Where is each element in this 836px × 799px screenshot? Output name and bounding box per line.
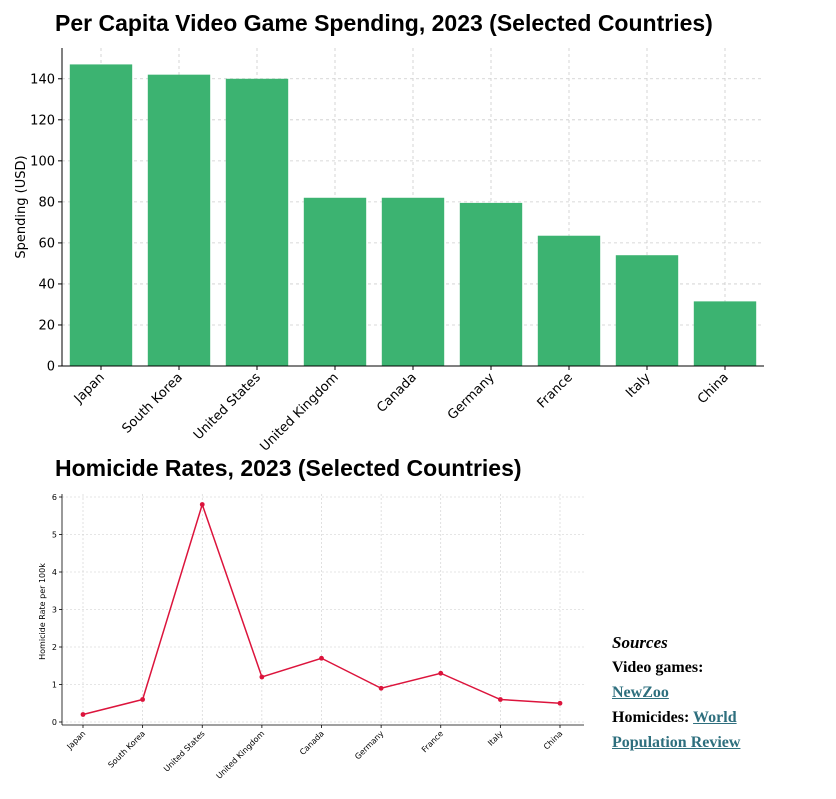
x-tick-label: Germany	[445, 370, 498, 423]
x-tick-label: France	[420, 729, 445, 754]
y-tick-label: 140	[30, 72, 55, 87]
y-tick-label: 4	[52, 568, 57, 577]
y-axis-label: Spending (USD)	[14, 155, 29, 258]
video-source-label: Video games:	[612, 659, 704, 676]
y-tick-label: 0	[47, 360, 55, 375]
homicide-rate-line	[82, 502, 561, 716]
point-japan	[80, 712, 86, 717]
y-tick-label: 40	[38, 277, 55, 292]
y-tick-label: 1	[52, 681, 57, 690]
point-canada	[319, 655, 324, 661]
sources-panel: Sources Video games: NewZoo Homicides: W…	[612, 630, 752, 755]
bar-japan	[69, 64, 133, 366]
point-china	[557, 700, 563, 706]
y-tick-label: 100	[30, 154, 55, 169]
x-tick-label: France	[535, 370, 576, 411]
y-tick-label: 20	[38, 318, 55, 333]
bar-chart-title: Per Capita Video Game Spending, 2023 (Se…	[55, 10, 713, 36]
y-tick-label: 80	[38, 195, 55, 210]
x-tick-label: United States	[162, 729, 207, 774]
point-germany	[378, 685, 384, 691]
line-chart-title: Homicide Rates, 2023 (Selected Countries…	[55, 455, 522, 481]
x-tick-label: United States	[191, 370, 264, 443]
y-tick-label: 60	[38, 236, 55, 251]
bar-italy	[615, 255, 679, 366]
video-source-row: Video games: NewZoo	[612, 655, 752, 705]
x-tick-label: China	[542, 729, 565, 752]
bar-canada	[381, 197, 445, 366]
y-axis-label: Homicide Rate per 100k	[38, 563, 47, 660]
x-tick-label: United Kingdom	[215, 729, 267, 781]
y-tick-label: 5	[52, 531, 57, 540]
x-tick-label: South Korea	[106, 729, 147, 770]
bar-china	[693, 301, 757, 366]
y-tick-label: 3	[52, 606, 57, 615]
bar-united-states	[225, 78, 289, 366]
point-united-states	[199, 502, 205, 507]
x-tick-label: Germany	[353, 729, 386, 762]
point-united-kingdom	[259, 674, 265, 680]
x-tick-label: China	[695, 370, 732, 407]
x-tick-label: Japan	[71, 370, 108, 407]
x-tick-label: South Korea	[120, 370, 186, 436]
x-tick-label: United Kingdom	[257, 370, 341, 450]
x-tick-label: Canada	[374, 370, 420, 416]
bar-france	[537, 235, 601, 366]
y-tick-label: 2	[52, 643, 57, 652]
x-tick-label: Japan	[65, 729, 88, 752]
bar-germany	[459, 202, 523, 366]
bar-south-korea	[147, 74, 211, 367]
y-tick-label: 120	[30, 113, 55, 128]
x-tick-label: Canada	[298, 729, 326, 757]
bar-united-kingdom	[303, 197, 367, 366]
x-tick-label: Italy	[623, 370, 654, 401]
y-tick-label: 0	[52, 718, 57, 727]
homicide-source-label: Homicides:	[612, 709, 690, 726]
point-italy	[497, 697, 503, 702]
x-tick-label: Italy	[486, 729, 505, 748]
newzoo-link[interactable]: NewZoo	[612, 684, 669, 701]
point-south-korea	[140, 697, 146, 702]
sources-heading: Sources	[612, 633, 668, 652]
homicide-source-row: Homicides: World Population Review	[612, 705, 752, 755]
y-tick-label: 6	[52, 493, 57, 502]
point-france	[438, 670, 444, 676]
world-population-review-link[interactable]: World Population Review	[612, 709, 741, 751]
